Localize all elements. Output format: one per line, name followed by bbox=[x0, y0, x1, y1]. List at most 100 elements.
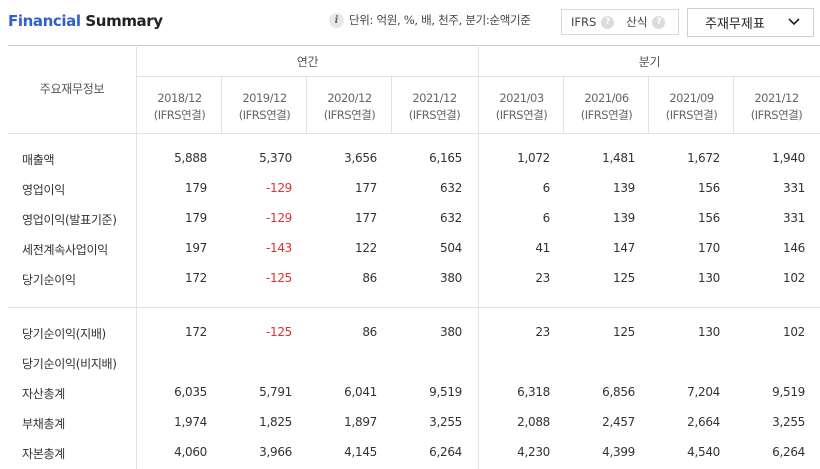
label-column-divider bbox=[136, 45, 137, 469]
value-cell: -129 bbox=[265, 211, 292, 225]
row-label[interactable]: 당기순이익(지배) bbox=[22, 327, 106, 341]
value-cell: 6,856 bbox=[602, 385, 635, 399]
column-basis: (IFRS연결) bbox=[750, 108, 803, 122]
value-cell: 1,481 bbox=[602, 151, 635, 165]
column-period: 2018/12 bbox=[157, 91, 202, 105]
value-cell: 125 bbox=[612, 325, 635, 339]
column-header: 2019/12 (IFRS연결) bbox=[222, 90, 307, 124]
column-divider bbox=[733, 77, 734, 133]
value-cell: 23 bbox=[535, 271, 550, 285]
value-cell: 146 bbox=[782, 241, 805, 255]
column-period: 2021/12 bbox=[412, 91, 457, 105]
value-cell: 156 bbox=[697, 181, 720, 195]
value-cell: 41 bbox=[535, 241, 550, 255]
value-cell: 1,825 bbox=[259, 415, 292, 429]
help-icon[interactable]: ? bbox=[601, 15, 615, 29]
column-period: 2019/12 bbox=[242, 91, 287, 105]
value-cell: 6,165 bbox=[429, 151, 462, 165]
statement-type-value: 주재무제표 bbox=[705, 17, 765, 32]
column-basis: (IFRS연결) bbox=[153, 108, 206, 122]
value-cell: 5,791 bbox=[259, 385, 292, 399]
value-cell: 147 bbox=[612, 241, 635, 255]
row-label[interactable]: 부채총계 bbox=[22, 417, 65, 431]
row-label[interactable]: 자본총계 bbox=[22, 447, 65, 461]
value-cell: 139 bbox=[612, 211, 635, 225]
row-label[interactable]: 영업이익(발표기준) bbox=[22, 213, 117, 227]
unit-info: i 단위: 억원, %, 배, 천주, 분기:순액기준 bbox=[329, 12, 531, 28]
value-cell: 125 bbox=[612, 271, 635, 285]
toggle-ifrs-label: IFRS bbox=[571, 15, 597, 29]
group-annual: 연간 bbox=[296, 55, 319, 69]
value-cell: 4,060 bbox=[174, 445, 207, 459]
column-header: 2021/06 (IFRS연결) bbox=[564, 90, 649, 124]
value-cell: 2,088 bbox=[517, 415, 550, 429]
value-cell: 4,145 bbox=[344, 445, 377, 459]
value-cell: 5,888 bbox=[174, 151, 207, 165]
row-label[interactable]: 매출액 bbox=[22, 153, 55, 167]
value-cell: 1,897 bbox=[344, 415, 377, 429]
annual-quarter-divider bbox=[478, 45, 479, 469]
statement-type-select[interactable]: 주재무제표 bbox=[687, 8, 814, 37]
value-cell: 130 bbox=[697, 325, 720, 339]
row-label[interactable]: 자산총계 bbox=[22, 387, 65, 401]
row-label[interactable]: 영업이익 bbox=[22, 183, 65, 197]
column-basis: (IFRS연결) bbox=[665, 108, 718, 122]
value-cell: 1,672 bbox=[687, 151, 720, 165]
column-period: 2021/03 bbox=[499, 91, 544, 105]
column-basis: (IFRS연결) bbox=[323, 108, 376, 122]
value-cell: 1,072 bbox=[517, 151, 550, 165]
value-cell: 179 bbox=[184, 181, 207, 195]
financial-summary-table: 주요재무정보 연간 분기 2018/12 (IFRS연결) 2019/12 (IFRS… bbox=[0, 45, 820, 469]
help-icon[interactable]: ? bbox=[652, 15, 666, 29]
title-financial: Financial bbox=[8, 12, 81, 30]
value-cell: 177 bbox=[354, 181, 377, 195]
value-cell: 331 bbox=[782, 181, 805, 195]
value-cell: 177 bbox=[354, 211, 377, 225]
value-cell: 7,204 bbox=[687, 385, 720, 399]
value-cell: 632 bbox=[439, 211, 462, 225]
section-title: Financial Summary bbox=[8, 12, 163, 30]
table-top-border bbox=[8, 45, 820, 46]
value-cell: 102 bbox=[782, 271, 805, 285]
column-basis: (IFRS연결) bbox=[580, 108, 633, 122]
corner-label: 주요재무정보 bbox=[39, 82, 105, 96]
header-bottom-border bbox=[8, 133, 820, 134]
section-divider bbox=[8, 307, 820, 308]
value-cell: 6,264 bbox=[429, 445, 462, 459]
value-cell: 6 bbox=[542, 181, 551, 195]
title-summary: Summary bbox=[85, 12, 163, 30]
value-cell: 2,664 bbox=[687, 415, 720, 429]
value-cell: 23 bbox=[535, 325, 550, 339]
column-basis: (IFRS연결) bbox=[238, 108, 291, 122]
row-label[interactable]: 당기순이익 bbox=[22, 273, 76, 287]
value-cell: -125 bbox=[265, 325, 292, 339]
column-divider bbox=[563, 77, 564, 133]
value-cell: 3,656 bbox=[344, 151, 377, 165]
value-cell: 4,230 bbox=[517, 445, 550, 459]
value-cell: 139 bbox=[612, 181, 635, 195]
value-cell: 172 bbox=[184, 325, 207, 339]
toggle-formula-label: 산식 bbox=[626, 15, 648, 29]
column-divider bbox=[221, 77, 222, 133]
value-cell: 6 bbox=[542, 211, 551, 225]
value-cell: 6,318 bbox=[517, 385, 550, 399]
value-cell: 6,041 bbox=[344, 385, 377, 399]
unit-text: 단위: 억원, %, 배, 천주, 분기:순액기준 bbox=[349, 13, 531, 27]
value-cell: 9,519 bbox=[429, 385, 462, 399]
toggle-formula[interactable]: 산식 ? bbox=[620, 10, 671, 34]
column-header: 2021/12 (IFRS연결) bbox=[392, 90, 477, 124]
info-icon[interactable]: i bbox=[329, 12, 344, 28]
value-cell: -125 bbox=[265, 271, 292, 285]
toggle-ifrs[interactable]: IFRS ? bbox=[562, 10, 620, 34]
column-basis: (IFRS연결) bbox=[408, 108, 461, 122]
value-cell: 5,370 bbox=[259, 151, 292, 165]
value-cell: 102 bbox=[782, 325, 805, 339]
value-cell: 6,035 bbox=[174, 385, 207, 399]
column-period: 2020/12 bbox=[327, 91, 372, 105]
column-period: 2021/06 bbox=[584, 91, 629, 105]
row-label[interactable]: 세전계속사업이익 bbox=[22, 243, 108, 257]
value-cell: 632 bbox=[439, 181, 462, 195]
row-label[interactable]: 당기순이익(비지배) bbox=[22, 357, 117, 371]
value-cell: 4,399 bbox=[602, 445, 635, 459]
value-cell: 380 bbox=[439, 325, 462, 339]
